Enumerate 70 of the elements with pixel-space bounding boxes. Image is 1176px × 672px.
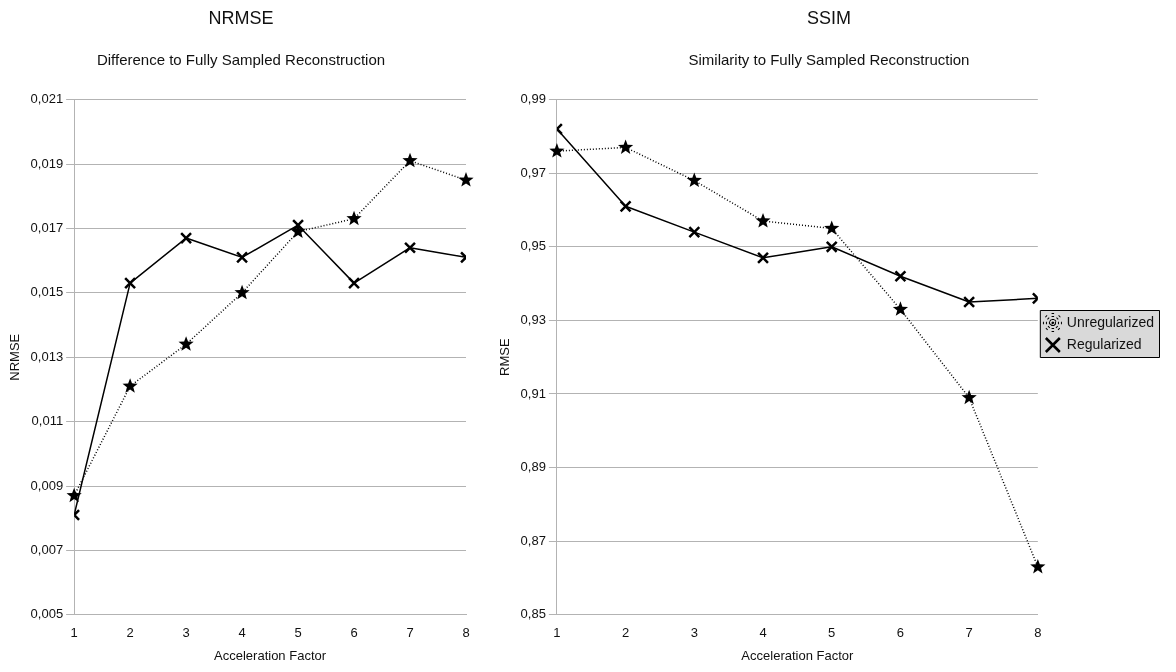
point (122, 378, 138, 393)
point (892, 301, 909, 316)
point (234, 284, 250, 300)
point (347, 276, 361, 290)
point (824, 220, 840, 235)
x-axis-title: Acceleration Factor (214, 647, 327, 663)
x-tick-label: 7 (406, 625, 414, 641)
x-tick-label: 3 (690, 625, 698, 641)
x-tick-label: 1 (70, 625, 78, 641)
point (291, 218, 305, 232)
chart-subtitle: Difference to Fully Sampled Reconstruction (96, 50, 386, 68)
chart-subtitle: Similarity to Fully Sampled Reconstruction (688, 50, 970, 68)
point (688, 225, 701, 239)
point (894, 270, 907, 283)
x-tick-label: 5 (294, 625, 302, 641)
point (403, 241, 417, 254)
x-tick-label: 4 (759, 625, 767, 641)
x-axis-title: Acceleration Factor (741, 647, 855, 663)
y-tick-label: 0,005 (30, 606, 64, 622)
point (686, 172, 702, 188)
point (549, 143, 565, 158)
point (123, 276, 137, 290)
y-tick-label: 0,99 (520, 91, 546, 107)
y-axis-title: RMSE (497, 338, 513, 376)
legend-label: Unregularized (1066, 313, 1155, 330)
point (1030, 558, 1046, 574)
point (825, 240, 838, 253)
y-tick-label: 0,021 (30, 91, 64, 107)
point (402, 152, 418, 168)
y-tick-label: 0,95 (520, 238, 546, 254)
x-tick-label: 8 (462, 625, 470, 641)
point (618, 139, 634, 154)
point (619, 200, 632, 213)
y-tick-label: 0,007 (30, 541, 64, 557)
point (961, 389, 977, 405)
y-tick-label: 0,87 (520, 532, 546, 548)
x-tick-label: 2 (126, 625, 134, 641)
x-tick-label: 1 (553, 625, 561, 641)
y-tick-label: 0,89 (520, 459, 546, 475)
chart-title: SSIM (806, 7, 852, 28)
point (346, 210, 362, 226)
point (962, 295, 976, 309)
point (458, 172, 474, 187)
y-tick-label: 0,013 (30, 348, 64, 364)
y-tick-label: 0,97 (520, 164, 546, 180)
point (756, 251, 770, 265)
y-tick-label: 0,93 (520, 311, 546, 327)
x-tick-label: 2 (621, 625, 630, 641)
chart-title: NRMSE (208, 7, 274, 28)
y-tick-label: 0,019 (30, 155, 64, 171)
x-tick-label: 6 (896, 625, 905, 641)
y-tick-label: 0,017 (30, 219, 64, 235)
point (66, 487, 82, 503)
x-tick-label: 5 (828, 625, 836, 641)
x-tick-label: 3 (182, 625, 190, 641)
x-tick-label: 8 (1034, 625, 1042, 641)
x-tick-label: 7 (965, 625, 973, 641)
y-tick-label: 0,009 (30, 477, 64, 493)
y-axis-title: NRMSE (7, 333, 23, 381)
point (755, 213, 771, 228)
y-tick-label: 0,91 (520, 385, 546, 401)
y-tick-label: 0,015 (30, 284, 64, 300)
x-tick-label: 6 (350, 625, 358, 641)
x-tick-label: 4 (238, 625, 246, 641)
y-tick-label: 0,85 (520, 606, 546, 622)
point (235, 251, 249, 264)
legend-label: Regularized (1066, 335, 1142, 352)
y-tick-label: 0,011 (31, 413, 64, 429)
point (179, 231, 193, 245)
point (178, 336, 194, 351)
